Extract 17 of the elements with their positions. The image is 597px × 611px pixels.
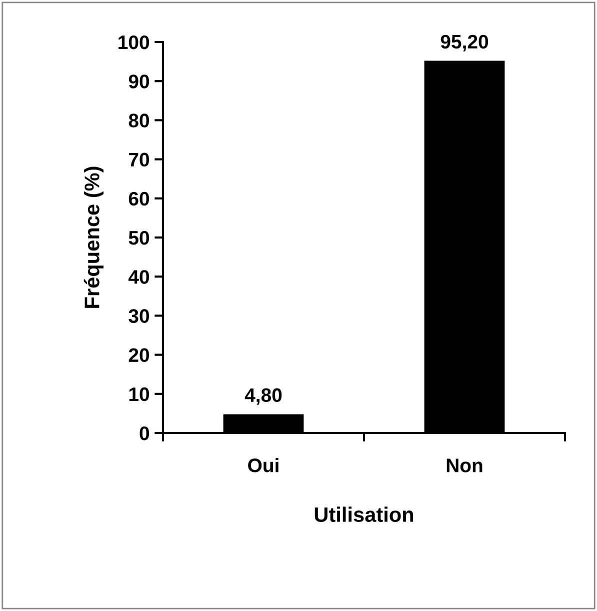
data-label: 95,20: [440, 34, 488, 52]
y-tick-label: 40: [128, 270, 150, 284]
y-tick-label: 100: [118, 35, 150, 50]
y-tick-label: 80: [128, 114, 150, 128]
y-tick-label: 20: [128, 348, 150, 362]
y-axis-title: Fréquence (%): [84, 166, 104, 308]
y-tick-label: 50: [128, 230, 150, 245]
y-tick-label: 30: [128, 309, 150, 323]
y-tick-label: 90: [128, 74, 150, 88]
x-tick-label: Oui: [248, 458, 278, 472]
data-label: 4,80: [244, 388, 282, 405]
x-tick-label: Non: [446, 458, 482, 472]
y-tick-label: 10: [129, 387, 150, 402]
y-tick-label: 0: [140, 426, 150, 440]
y-tick-label: 60: [128, 192, 150, 206]
x-axis-title: Utilisation: [314, 506, 414, 522]
y-tick-label: 70: [129, 152, 150, 167]
